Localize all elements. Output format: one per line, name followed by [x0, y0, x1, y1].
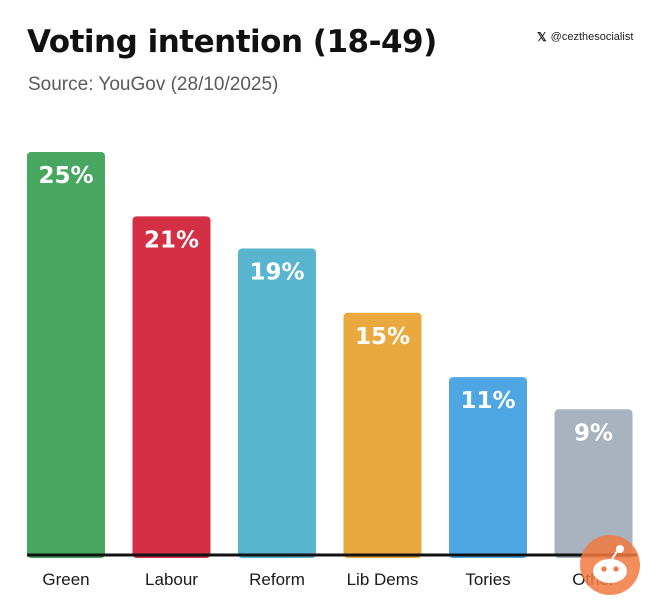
bar-value-label-other: 9% — [574, 420, 613, 446]
author-handle-text: @cezthesocialist — [550, 31, 634, 43]
chart-title: Voting intention (18-49) — [27, 24, 437, 60]
x-logo-icon: 𝕏 — [537, 30, 547, 44]
category-label-labour: Labour — [145, 570, 198, 589]
bar-labour — [132, 216, 211, 558]
bar-value-label-green: 25% — [38, 163, 93, 189]
bars-group: 25% 21% 19% 15% 11% 9% — [27, 152, 633, 559]
bar-tories — [449, 377, 527, 558]
bar-value-label-labour: 21% — [144, 227, 199, 253]
bar-reform — [238, 248, 316, 559]
bar-value-label-lib-dems: 15% — [355, 324, 410, 350]
chart-subtitle: Source: YouGov (28/10/2025) — [28, 74, 279, 95]
category-label-tories: Tories — [465, 570, 510, 589]
category-label-reform: Reform — [249, 570, 305, 589]
bar-value-label-reform: 19% — [249, 259, 304, 285]
category-label-lib-dems: Lib Dems — [347, 570, 419, 589]
category-label-green: Green — [42, 570, 89, 589]
bar-green — [27, 152, 105, 558]
bar-lib-dems — [343, 312, 422, 558]
bar-other — [554, 409, 633, 558]
reddit-alien-icon — [580, 535, 640, 595]
bar-value-label-tories: 11% — [460, 388, 515, 414]
author-handle: 𝕏 @cezthesocialist — [537, 30, 633, 44]
